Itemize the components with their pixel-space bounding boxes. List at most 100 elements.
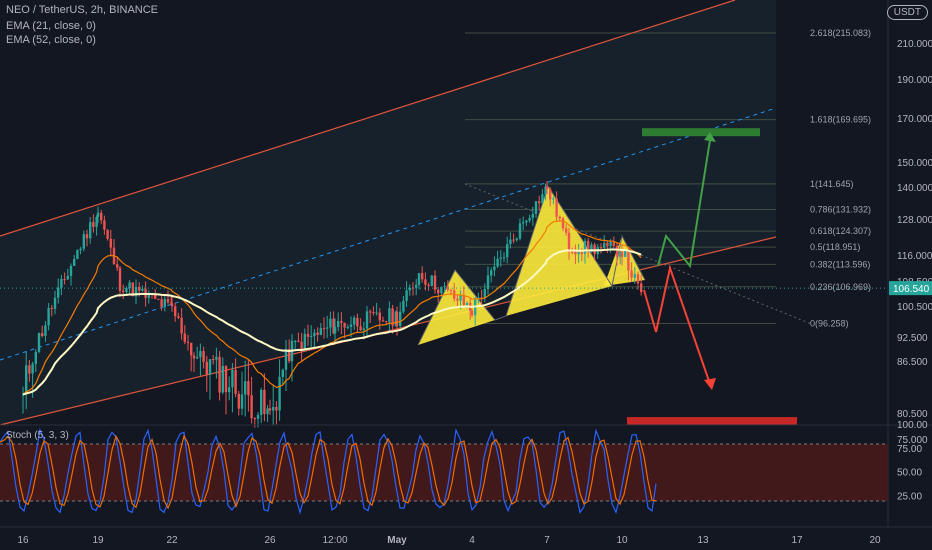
stoch-tick-label: 100.00 [897, 420, 928, 431]
last-price-label: 106.540 [893, 284, 930, 295]
candle-body [28, 365, 31, 374]
candle-body [346, 326, 349, 328]
candle-body [538, 201, 541, 204]
candle-body [437, 289, 440, 294]
price-axis[interactable]: 75.00080.50086.50092.500100.500108.50011… [0, 0, 932, 527]
candle-body [430, 275, 433, 286]
candle-body [272, 406, 275, 411]
time-tick-label: 12:00 [322, 535, 347, 546]
candle-body [332, 318, 335, 334]
ema52-line [22, 248, 642, 396]
candle-body [284, 349, 288, 370]
candle-body [329, 318, 332, 328]
candle-body [224, 365, 228, 393]
fibonacci-retracement[interactable]: 0(96.258) 0.236(106.969) 0.382(113.596) 0.5… [464, 28, 871, 328]
candle-body [53, 297, 57, 309]
candle-body [263, 389, 266, 414]
candle-body [128, 282, 131, 289]
candle-body [587, 240, 590, 253]
candle-body [96, 212, 100, 217]
candle-body [313, 332, 316, 337]
candle-body [541, 194, 544, 204]
candle-body [421, 273, 424, 280]
pattern-triangle-2 [506, 186, 612, 316]
candle-body [186, 341, 190, 343]
time-tick-label: 19 [92, 535, 104, 546]
projection-up-arrowhead [704, 132, 716, 142]
candle-body [131, 282, 134, 297]
candle-body [240, 394, 244, 409]
candle-body [76, 250, 79, 259]
candle-body [477, 297, 480, 299]
candle-body [180, 317, 183, 334]
ema21-legend[interactable]: EMA (21, close, 0) [6, 20, 96, 32]
candle-body [555, 198, 558, 217]
candle-body [66, 275, 69, 280]
candle-body [244, 381, 247, 395]
candle-body [620, 251, 624, 257]
time-tick-label: May [387, 535, 407, 546]
time-axis[interactable]: 16 19 22 26 12:00 May 4 7 10 13 17 20 [0, 526, 932, 546]
candle-body [268, 408, 272, 411]
fib-level-label: 0.5(118.951) [810, 242, 860, 252]
candle-body [118, 267, 122, 291]
candle-body [310, 336, 313, 338]
currency-badge[interactable]: USDT [886, 5, 928, 20]
candle-body [79, 248, 82, 251]
fib-level-label: 0.382(113.596) [810, 259, 870, 269]
candle-body [417, 273, 421, 285]
candle-body [544, 186, 547, 195]
candle-body [275, 406, 278, 411]
candle-body [256, 414, 260, 419]
candle-body [493, 266, 496, 271]
price-projection[interactable] [627, 128, 797, 426]
candle-body [395, 311, 399, 327]
candle-body [63, 279, 66, 281]
time-tick-label: 17 [791, 535, 803, 546]
time-tick-label: 22 [166, 535, 178, 546]
candle-body [365, 311, 369, 329]
candle-body [506, 244, 509, 258]
candle-body [375, 312, 378, 314]
candle-body [593, 244, 596, 255]
candle-body [89, 222, 92, 239]
candle-body [316, 332, 319, 335]
candle-body [443, 286, 446, 288]
candle-body [205, 361, 208, 375]
ascending-channel[interactable] [0, 0, 777, 426]
symbol-title[interactable]: NEO / TetherUS, 2h, BINANCE [6, 4, 159, 16]
candle-body [528, 217, 531, 221]
candle-body [247, 381, 250, 396]
candle-body [154, 294, 157, 299]
candle-body [571, 251, 574, 253]
candle-body [372, 312, 375, 314]
projection-up-arrow [657, 139, 711, 269]
candle-body [278, 376, 281, 411]
candle-body [405, 290, 408, 301]
candle-body [82, 234, 85, 249]
candle-body [486, 275, 490, 290]
candle-body [109, 238, 112, 248]
candle-body [606, 242, 609, 246]
price-tick-label: 92.500 [897, 333, 928, 344]
candle-body [577, 251, 580, 255]
candle-body [44, 325, 47, 336]
candle-body [385, 321, 388, 323]
candle-body [549, 189, 552, 200]
candle-body [297, 340, 300, 342]
channel-upper-line [0, 0, 736, 237]
stoch-legend[interactable]: Stoch (5, 3, 3) [6, 430, 69, 441]
candle-body [322, 328, 326, 330]
candle-body [558, 216, 561, 219]
ema52-legend[interactable]: EMA (52, close, 0) [6, 34, 96, 46]
candle-body [337, 321, 340, 328]
candle-body [95, 216, 98, 227]
candle-body [199, 351, 202, 358]
candle-body [85, 234, 89, 239]
time-tick-label: 16 [17, 535, 29, 546]
candle-body [343, 322, 346, 328]
candle-body [388, 308, 391, 322]
candle-body [218, 356, 221, 393]
candle-body [192, 355, 196, 359]
